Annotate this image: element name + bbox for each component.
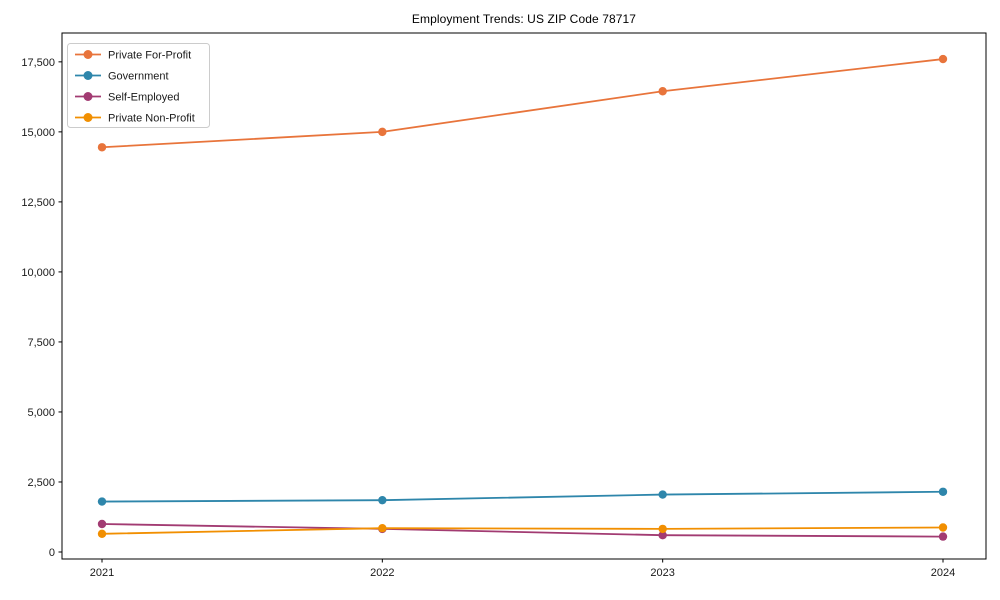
series-private-non-profit [97, 523, 948, 538]
legend-box [67, 43, 210, 128]
data-point [378, 127, 387, 137]
legend-label: Private For-Profit [108, 50, 191, 62]
legend-swatch-marker [83, 92, 93, 101]
data-point [938, 532, 948, 541]
y-tick-label: 0 [49, 547, 55, 559]
data-point [97, 529, 107, 538]
data-point [938, 523, 948, 532]
series-government [97, 487, 948, 506]
chart-title: Employment Trends: US ZIP Code 78717 [411, 12, 637, 26]
x-tick-label: 2022 [370, 567, 394, 579]
series-line [101, 490, 944, 503]
y-tick-label: 15,000 [21, 127, 55, 139]
data-point [938, 54, 948, 64]
data-point [658, 530, 667, 540]
data-point [658, 490, 667, 499]
legend-label: Private Non-Profit [108, 113, 195, 125]
legend-swatch-marker [83, 113, 93, 122]
series-self-employed [97, 519, 948, 541]
legend-label: Government [108, 71, 169, 83]
legend-label: Self-Employed [108, 92, 180, 104]
y-tick-label: 7,500 [27, 337, 55, 349]
series-line [101, 58, 944, 149]
x-tick-label: 2024 [931, 567, 955, 579]
y-tick-label: 12,500 [21, 197, 55, 209]
data-point [97, 143, 107, 152]
legend-swatch-marker [83, 71, 93, 80]
data-point [378, 523, 387, 533]
data-point [658, 524, 667, 534]
y-tick-label: 17,500 [21, 57, 55, 69]
x-tick-label: 2023 [650, 567, 674, 579]
data-point [97, 497, 107, 506]
data-point [97, 519, 107, 529]
data-point [938, 487, 948, 496]
plot-frame [61, 32, 987, 560]
y-tick-label: 10,000 [21, 267, 55, 279]
series-line [101, 526, 944, 535]
legend-swatch-marker [83, 50, 93, 59]
data-point [378, 495, 387, 505]
series-line [101, 523, 944, 538]
data-point [658, 87, 667, 96]
series-private-for-profit [97, 54, 948, 152]
legend: Private For-Profit Government Self-Employe… [67, 43, 210, 128]
x-tick-label: 2021 [90, 567, 114, 579]
y-tick-label: 5,000 [27, 407, 55, 419]
y-tick-label: 2,500 [27, 477, 55, 489]
